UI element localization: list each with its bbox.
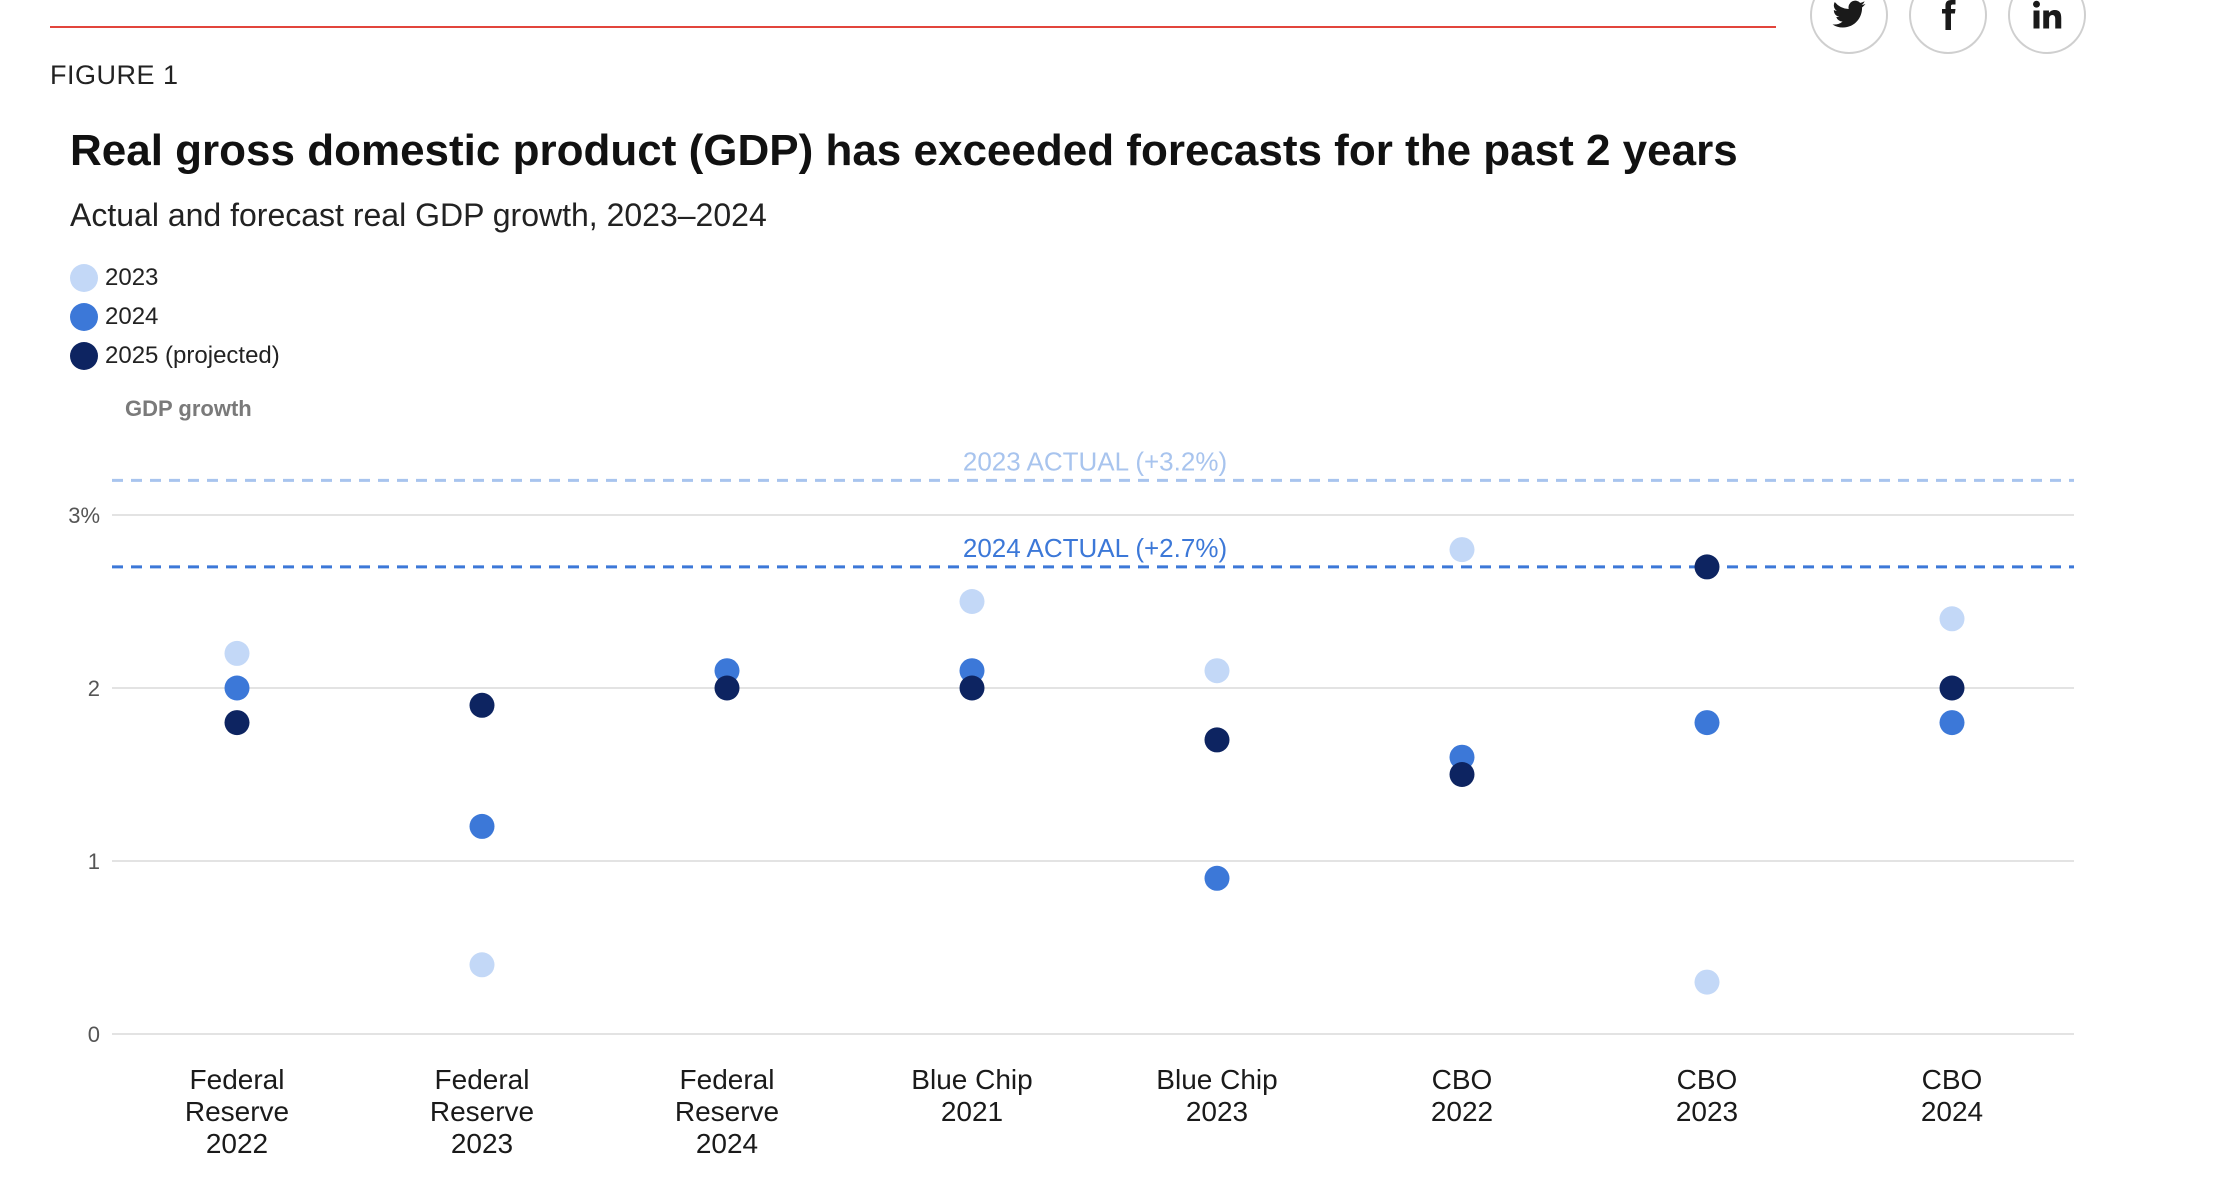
legend-swatch-2023 <box>70 263 98 292</box>
y-tick-label-0: 0 <box>88 1022 100 1047</box>
legend-item-2024: 2024 <box>70 297 280 336</box>
data-point-series2-cat0 <box>224 710 250 736</box>
x-category-label-line: Reserve <box>430 1096 534 1127</box>
legend-swatch-2025 <box>70 341 98 370</box>
x-category-label-4: Blue Chip 2023 <box>1156 1064 1277 1127</box>
legend-item-2023: 2023 <box>70 258 280 297</box>
x-category-label-line: 2023 <box>451 1128 513 1159</box>
legend-label-2025: 2025 (projected) <box>105 341 280 369</box>
chart-subtitle: Actual and forecast real GDP growth, 202… <box>70 197 767 233</box>
x-category-label-line: Reserve <box>185 1096 289 1127</box>
x-category-label-line: 2021 <box>941 1096 1003 1127</box>
legend-item-2025: 2025 (projected) <box>70 336 280 375</box>
y-tick-label-3: 3% <box>68 503 100 528</box>
x-category-label-line: 2024 <box>1921 1096 1983 1127</box>
legend-swatch-2024 <box>70 302 98 331</box>
legend-label-2023: 2023 <box>105 263 159 291</box>
data-point-series1-cat4 <box>1204 865 1230 891</box>
chart-title: Real gross domestic product (GDP) has ex… <box>70 126 1738 175</box>
x-category-label-line: CBO <box>1922 1064 1983 1095</box>
x-category-label-3: Blue Chip 2021 <box>911 1064 1032 1127</box>
x-category-label-line: 2022 <box>206 1128 268 1159</box>
x-category-label-7: CBO 2024 <box>1921 1064 1983 1127</box>
y-axis-label: GDP growth <box>125 396 252 421</box>
data-point-series2-cat6 <box>1694 554 1720 580</box>
y-tick-label-2: 2 <box>88 676 100 701</box>
y-tick-label-1: 1 <box>88 849 100 874</box>
data-point-series0-cat7 <box>1939 606 1965 632</box>
data-point-series0-cat6 <box>1694 969 1720 995</box>
x-category-label-line: CBO <box>1432 1064 1493 1095</box>
share-buttons <box>1810 0 2086 54</box>
data-point-series2-cat2 <box>714 675 740 701</box>
x-category-label-0: Federal Reserve 2022 <box>185 1064 289 1159</box>
data-point-series2-cat3 <box>959 675 985 701</box>
data-point-series2-cat1 <box>469 692 495 718</box>
x-category-label-1: Federal Reserve 2023 <box>430 1064 534 1159</box>
x-category-label-line: Reserve <box>675 1096 779 1127</box>
data-point-series1-cat0 <box>224 675 250 701</box>
data-point-series1-cat6 <box>1694 710 1720 736</box>
x-category-label-6: CBO 2023 <box>1676 1064 1738 1127</box>
x-category-label-line: Blue Chip <box>1156 1064 1277 1095</box>
x-category-label-line: 2023 <box>1676 1096 1738 1127</box>
facebook-icon <box>1942 0 1956 30</box>
reference-line-label-1: 2024 ACTUAL (+2.7%) <box>963 533 1227 563</box>
data-point-series1-cat5 <box>1449 744 1475 770</box>
data-point-series1-cat1 <box>469 813 495 839</box>
data-point-series1-cat2 <box>714 658 740 684</box>
data-point-series2-cat5 <box>1449 762 1475 787</box>
data-point-series0-cat0 <box>224 640 250 666</box>
x-category-label-line: Federal <box>680 1064 775 1095</box>
x-category-label-line: Federal <box>190 1064 285 1095</box>
data-point-series0-cat5 <box>1449 537 1475 563</box>
x-category-label-line: Blue Chip <box>911 1064 1032 1095</box>
x-category-label-2: Federal Reserve 2024 <box>675 1064 779 1159</box>
legend-label-2024: 2024 <box>105 302 159 330</box>
data-point-series0-cat4 <box>1204 658 1230 684</box>
data-point-series0-cat1 <box>469 952 495 978</box>
x-category-label-line: Federal <box>435 1064 530 1095</box>
x-category-label-5: CBO 2022 <box>1431 1064 1493 1127</box>
reference-line-label-0: 2023 ACTUAL (+3.2%) <box>963 446 1227 476</box>
data-point-series2-cat4 <box>1204 727 1230 753</box>
x-category-label-line: 2022 <box>1431 1096 1493 1127</box>
figure-label: FIGURE 1 <box>50 60 179 90</box>
x-category-label-line: CBO <box>1677 1064 1738 1095</box>
data-point-series1-cat3 <box>959 658 985 684</box>
twitter-icon <box>1832 0 1866 28</box>
data-point-series0-cat3 <box>959 589 985 614</box>
data-point-series2-cat7 <box>1939 675 1965 701</box>
linkedin-icon <box>2033 0 2062 29</box>
legend: 2023 2024 2025 (projected) <box>70 258 280 375</box>
top-rule <box>50 26 1776 28</box>
data-point-series1-cat7 <box>1939 710 1965 736</box>
x-category-label-line: 2023 <box>1186 1096 1248 1127</box>
x-category-label-line: 2024 <box>696 1128 758 1159</box>
